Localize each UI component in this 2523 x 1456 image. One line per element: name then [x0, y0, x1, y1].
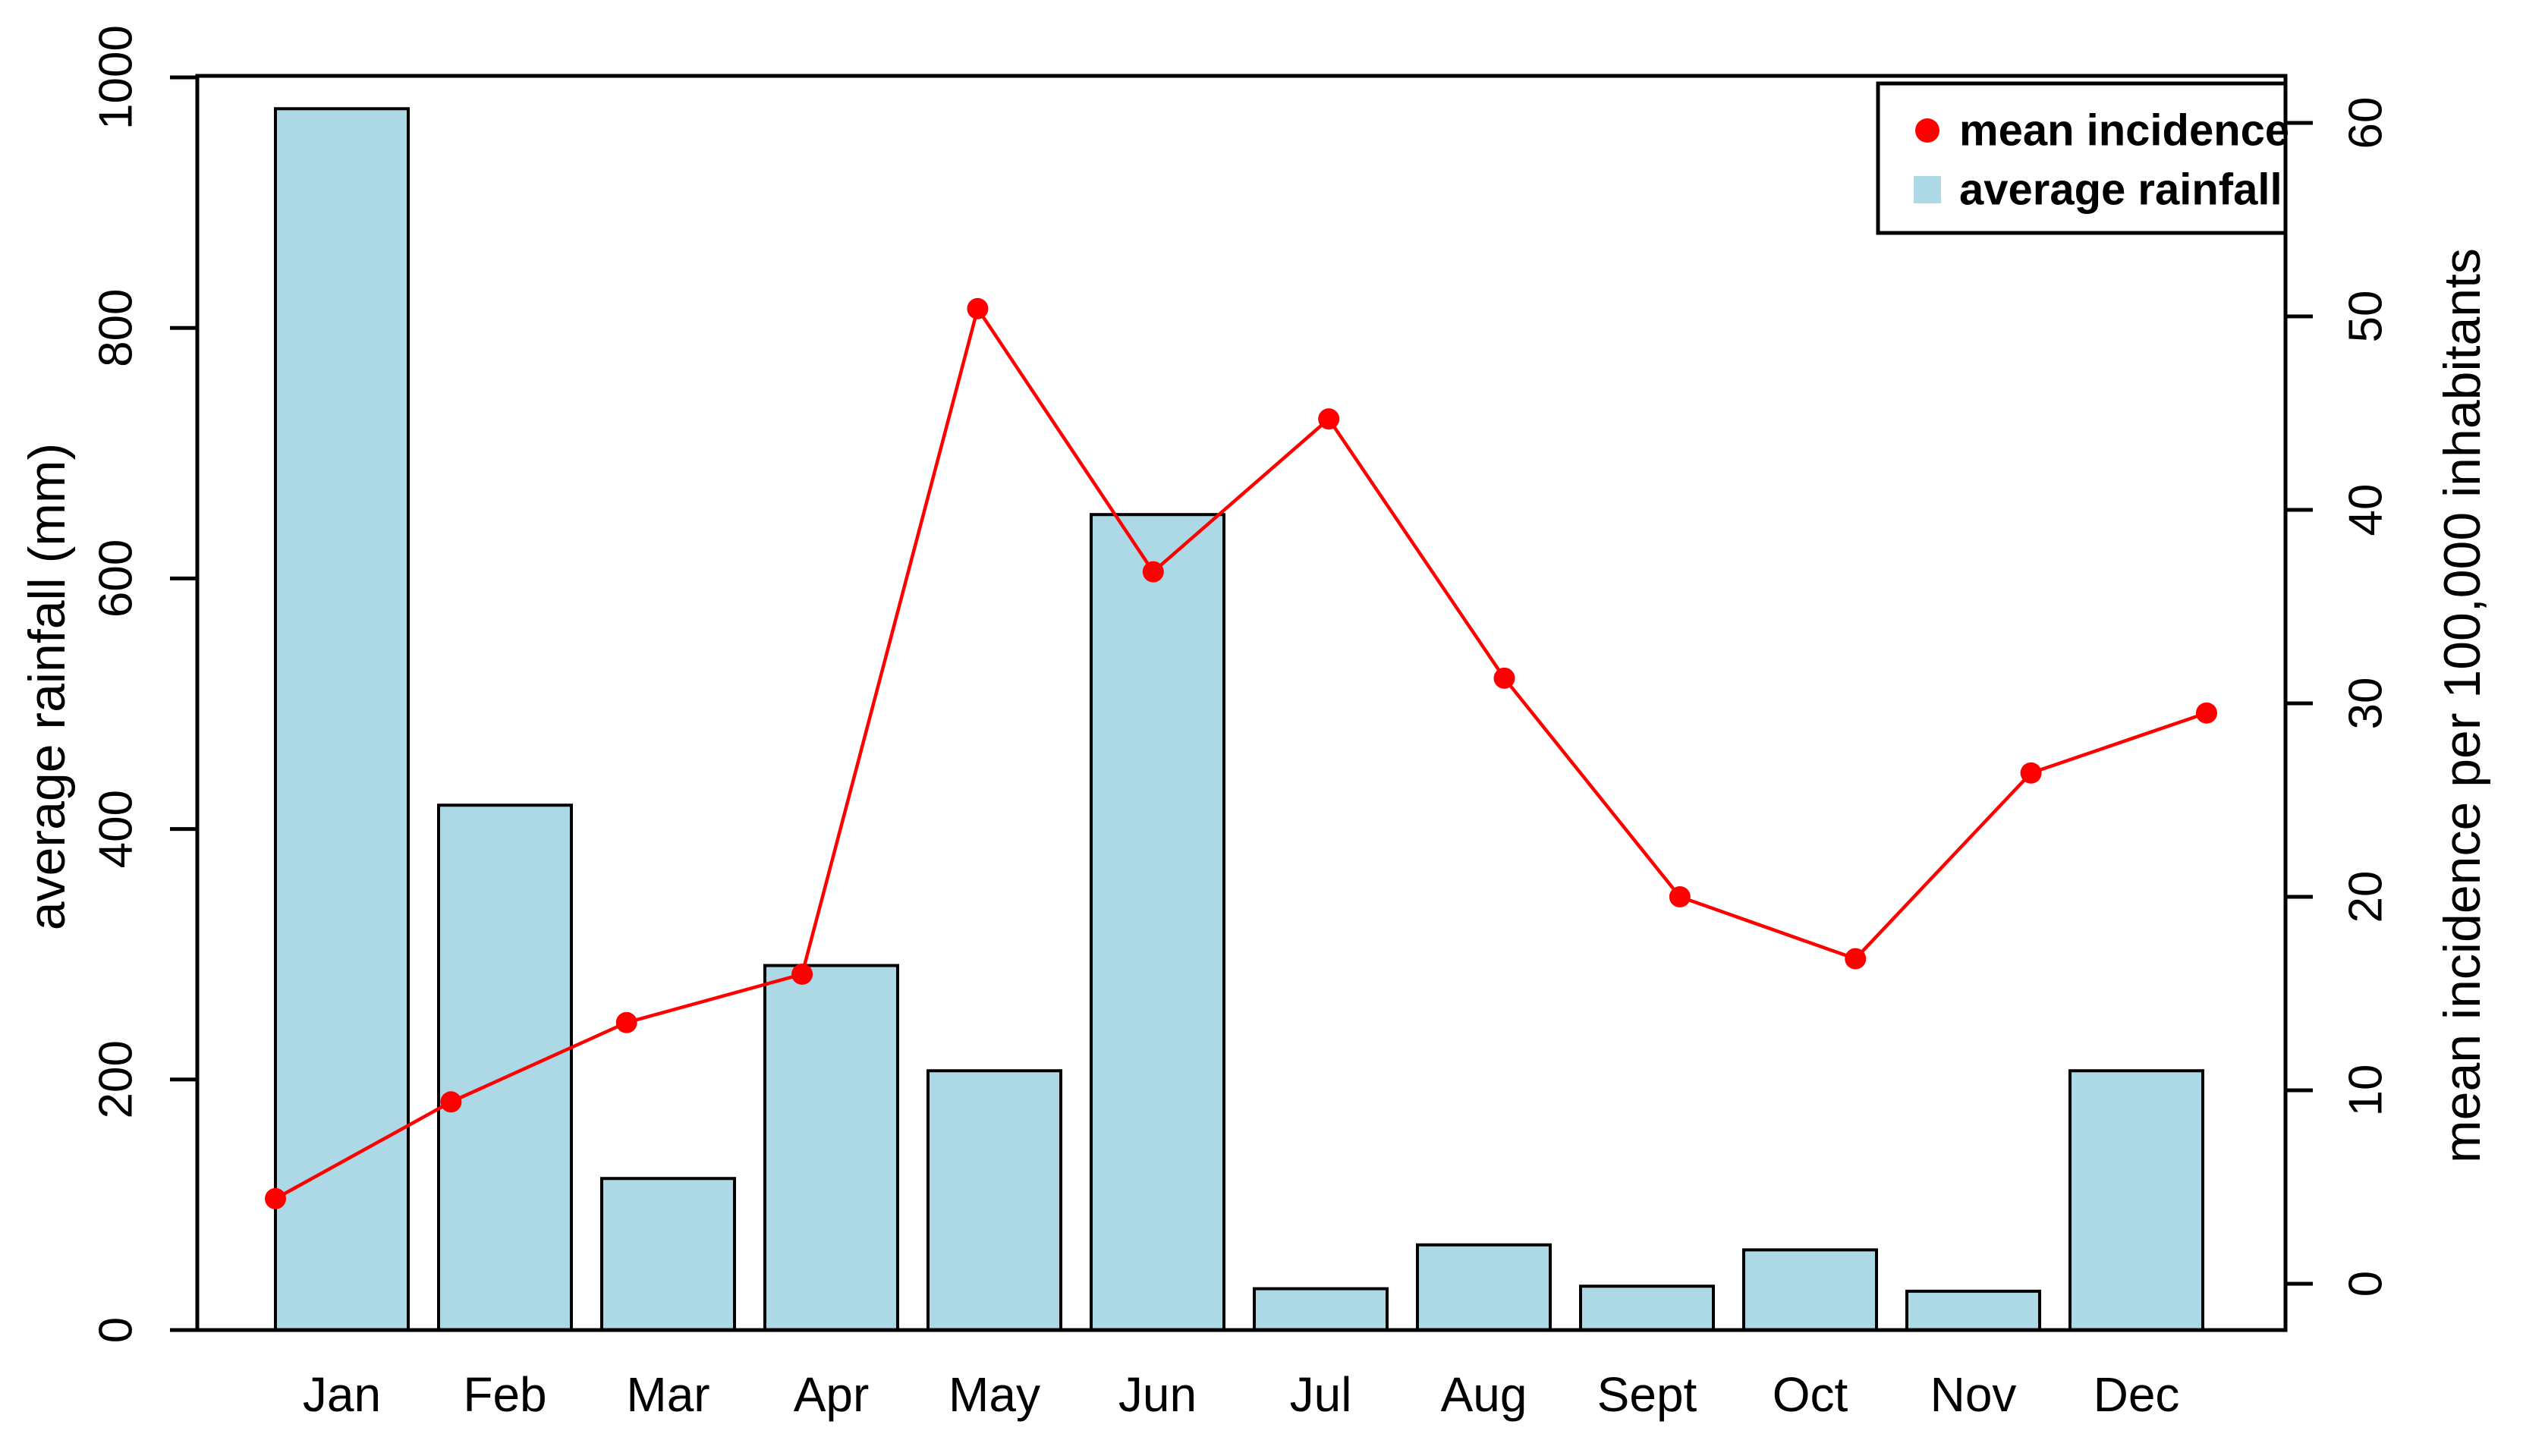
x-tick-label-apr: Apr	[794, 1367, 870, 1422]
incidence-point-nov	[2020, 762, 2042, 784]
legend-box	[1876, 81, 2288, 235]
incidence-point-feb	[440, 1091, 462, 1113]
right-tick-label-10: 10	[2340, 1064, 2392, 1117]
bars-group	[274, 107, 2204, 1332]
incidence-point-mar	[615, 1011, 637, 1033]
incidence-point-may	[967, 297, 989, 319]
left-tick-label-400: 400	[90, 790, 143, 868]
incidence-line	[274, 304, 2207, 1200]
bar-feb	[437, 803, 573, 1332]
left-tick-label-200: 200	[90, 1040, 143, 1118]
legend-mean-incidence-label: mean incidence	[1959, 106, 2289, 156]
incidence-point-apr	[791, 964, 813, 985]
bar-nov	[1905, 1289, 2041, 1332]
bar-sept	[1579, 1285, 1715, 1332]
right-tick-label-40: 40	[2340, 484, 2392, 536]
plot-border	[195, 74, 2288, 1332]
x-tick-label-oct: Oct	[1773, 1367, 1848, 1422]
x-tick-label-jul: Jul	[1290, 1367, 1352, 1422]
incidence-point-dec	[2195, 702, 2217, 724]
legend-mean-incidence-marker-icon	[1915, 118, 1939, 143]
x-tick-label-feb: Feb	[463, 1367, 546, 1422]
x-tick-label-may: May	[948, 1367, 1040, 1422]
right-tick-label-60: 60	[2340, 97, 2392, 149]
incidence-point-oct	[1845, 948, 1867, 970]
incidence-point-sept	[1669, 886, 1691, 907]
incidence-point-jul	[1318, 408, 1340, 430]
x-tick-label-aug: Aug	[1441, 1367, 1527, 1422]
bar-dec	[2068, 1069, 2204, 1332]
bar-apr	[763, 964, 899, 1332]
bar-jul	[1253, 1287, 1389, 1332]
bar-jan	[274, 107, 410, 1332]
left-tick-label-0: 0	[90, 1317, 143, 1343]
x-tick-label-sept: Sept	[1597, 1367, 1697, 1422]
x-tick-label-jun: Jun	[1118, 1367, 1197, 1422]
legend: mean incidence average rainfall	[1876, 81, 2289, 235]
left-axis-title: average rainfall (mm)	[18, 443, 76, 930]
legend-average-rainfall-label: average rainfall	[1959, 165, 2282, 215]
x-tick-label-dec: Dec	[2094, 1367, 2180, 1422]
x-tick-label-nov: Nov	[1930, 1367, 2017, 1422]
right-tick-label-20: 20	[2340, 871, 2392, 923]
incidence-point-jan	[265, 1187, 286, 1209]
bar-jun	[1090, 513, 1225, 1332]
incidence-point-jun	[1142, 561, 1164, 583]
left-tick-label-600: 600	[90, 539, 143, 618]
bar-mar	[600, 1177, 736, 1332]
bar-oct	[1742, 1248, 1878, 1332]
legend-average-rainfall-marker-icon	[1914, 176, 1941, 203]
axes-group: Jan Feb Mar Apr May Jun Jul Aug Sept Oct Nov Dec 0 20…	[90, 25, 2392, 1422]
right-tick-label-50: 50	[2340, 291, 2392, 343]
left-tick-label-1000: 1000	[90, 25, 143, 130]
x-tick-label-jan: Jan	[303, 1367, 381, 1422]
right-tick-label-0: 0	[2340, 1271, 2392, 1297]
x-tick-label-mar: Mar	[626, 1367, 709, 1422]
right-axis-title: mean incidence per 100,000 inhabitants	[2433, 248, 2491, 1163]
right-tick-label-30: 30	[2340, 678, 2392, 730]
left-tick-label-800: 800	[90, 288, 143, 366]
incidence-point-aug	[1493, 667, 1515, 689]
bar-aug	[1416, 1243, 1552, 1332]
incidence-line-group	[265, 297, 2217, 1209]
bar-may	[926, 1069, 1062, 1332]
